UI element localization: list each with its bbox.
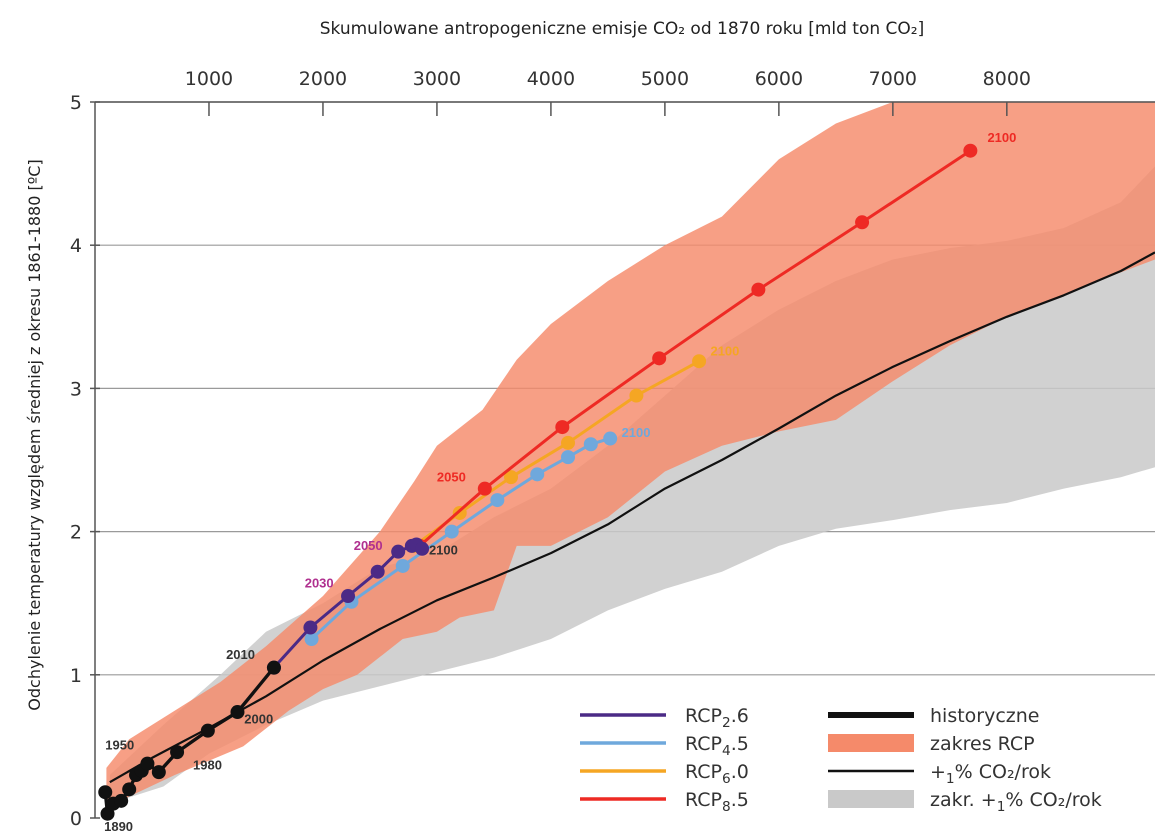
x-tick-label: 7000: [869, 68, 917, 90]
chart-title: Skumulowane antropogeniczne emisje CO₂ o…: [320, 19, 925, 39]
legend-item-onepercent-line: +1% CO₂/rok: [828, 761, 1051, 787]
rcp85-point: [555, 420, 570, 435]
historical-point: [140, 756, 155, 771]
year-annotation: 2100: [710, 343, 739, 358]
legend-label: historyczne: [930, 705, 1040, 727]
legend-item-onepercent-range: zakr. +1% CO₂/rok: [828, 789, 1102, 815]
rcp60-point: [561, 435, 576, 450]
range-areas-layer: [106, 102, 1155, 811]
y-tick-label: 3: [70, 378, 82, 400]
historical-point: [170, 745, 185, 760]
rcp45-point: [304, 632, 319, 646]
x-tick-label: 1000: [185, 68, 233, 90]
year-annotation: 2100: [987, 130, 1016, 145]
year-annotation: 1950: [105, 737, 134, 752]
legend-swatch: [828, 734, 914, 752]
year-annotation: 2050: [354, 538, 383, 553]
x-tick-label: 3000: [413, 68, 461, 90]
x-tick-label: 2000: [299, 68, 347, 90]
y-axis-label: Odchylenie temperatury względem średniej…: [25, 159, 44, 710]
rcp26-point: [341, 589, 356, 604]
y-tick-label: 5: [70, 92, 82, 114]
rcp26-point: [415, 541, 430, 556]
legend-label: RCP4.5: [685, 733, 749, 759]
rcp45-point: [583, 437, 598, 452]
legend-label: +1% CO₂/rok: [930, 761, 1051, 787]
rcp85-point: [963, 143, 978, 158]
y-tick-label: 1: [70, 665, 82, 687]
legend-label: RCP2.6: [685, 705, 749, 731]
year-annotation: 2000: [244, 711, 273, 726]
year-annotation: 2100: [622, 425, 651, 440]
historical-point: [266, 660, 281, 675]
rcp45-point: [561, 450, 576, 465]
year-annotation: 2010: [226, 647, 255, 662]
rcp85-point: [855, 215, 870, 230]
rcp26-point: [303, 620, 318, 635]
rcp60-point: [629, 388, 644, 403]
onepercent_line-line: [109, 251, 1155, 784]
rcp-range-area: [106, 102, 1155, 811]
rcp60-point: [504, 470, 519, 485]
rcp26-point: [370, 564, 385, 579]
y-tick-label: 2: [70, 522, 82, 544]
rcp45-point: [444, 524, 459, 539]
legend-item-rcp26: RCP2.6: [580, 705, 749, 731]
rcp85-point: [652, 351, 667, 366]
x-tick-label: 5000: [641, 68, 689, 90]
legend-label: RCP8.5: [685, 789, 749, 815]
historical-point: [230, 705, 245, 720]
historical-point: [122, 782, 137, 797]
axes-layer: 1000 2000 3000 4000 5000 6000 7000 8000 0 1 2 3 4 5: [70, 68, 1155, 830]
rcp45-point: [603, 431, 618, 446]
legend-label: zakres RCP: [930, 733, 1035, 755]
rcp60-point: [692, 354, 707, 369]
rcp85-point: [477, 481, 492, 496]
year-annotation: 2030: [305, 575, 334, 590]
rcp26-point: [391, 544, 406, 559]
series-lines-layer: [98, 143, 1155, 821]
legend-item-rcp60: RCP6.0: [580, 761, 749, 787]
x-tick-label: 6000: [755, 68, 803, 90]
rcp45-point: [490, 493, 505, 508]
historical-point: [200, 723, 215, 738]
y-tick-label: 4: [70, 235, 82, 257]
year-annotation: 1890: [104, 819, 133, 834]
legend-label: RCP6.0: [685, 761, 749, 787]
rcp45-point: [395, 558, 410, 573]
historical-point: [114, 793, 129, 808]
legend-item-historical: historyczne: [828, 705, 1040, 727]
y-tick-label: 0: [70, 808, 82, 830]
legend-item-rcp-range: zakres RCP: [828, 733, 1035, 755]
year-annotation: 2050: [437, 469, 466, 484]
legend-item-rcp85: RCP8.5: [580, 789, 749, 815]
year-labels-layer: 1890 1950 1980 2000 2010 2030 2050 2100 2050 2100…: [104, 130, 1016, 834]
historical-point: [98, 785, 113, 800]
rcp85-point: [751, 282, 766, 297]
year-annotation: 2100: [429, 543, 458, 558]
legend-item-rcp45: RCP4.5: [580, 733, 749, 759]
rcp45-point: [530, 467, 545, 482]
x-tick-label: 8000: [983, 68, 1031, 90]
year-annotation: 1980: [193, 757, 222, 772]
x-tick-label: 4000: [527, 68, 575, 90]
historical-point: [151, 765, 166, 780]
legend-label: zakr. +1% CO₂/rok: [930, 789, 1102, 815]
legend-swatch: [828, 790, 914, 808]
